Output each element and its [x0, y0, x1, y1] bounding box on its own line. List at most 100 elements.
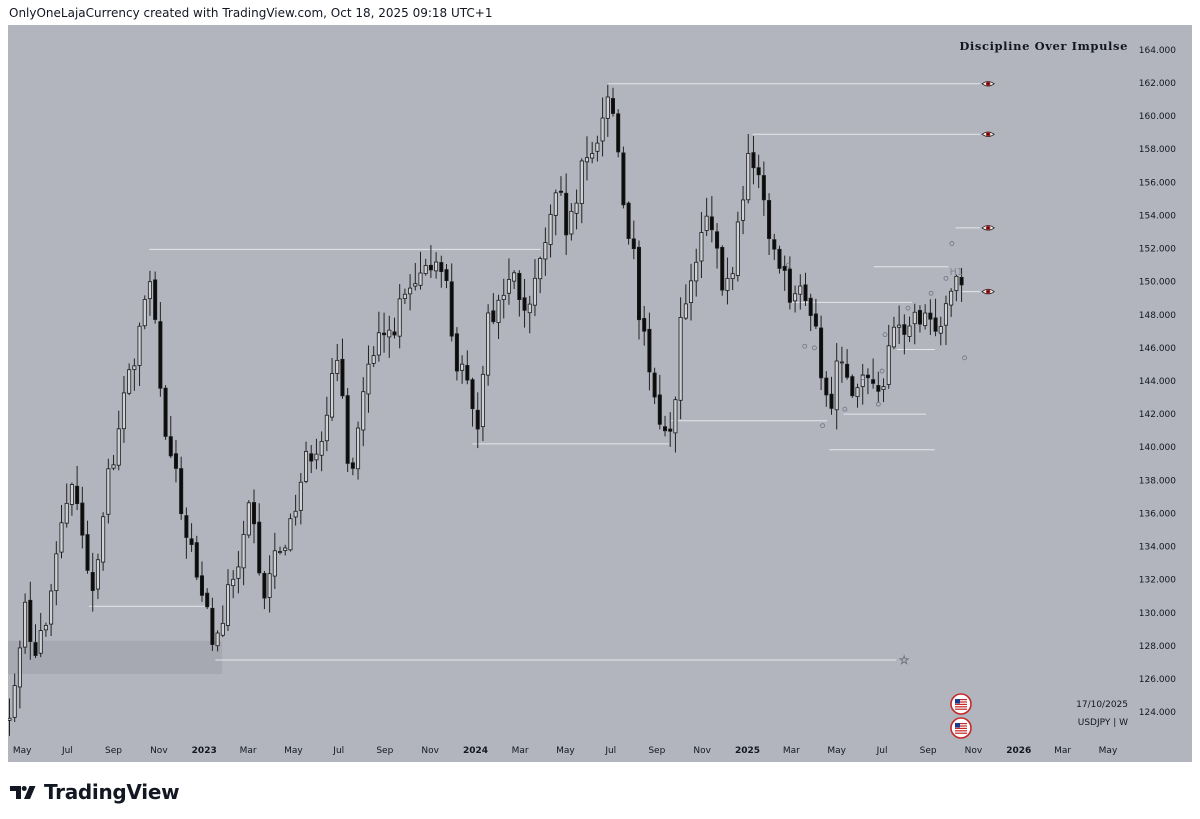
candle[interactable] [501, 278, 506, 319]
candle[interactable] [902, 314, 907, 355]
us-flag-icon[interactable] [950, 717, 972, 739]
candle[interactable] [454, 327, 459, 381]
candle[interactable] [683, 284, 688, 320]
candle[interactable] [231, 570, 236, 599]
candle[interactable] [865, 368, 870, 395]
candle[interactable] [38, 612, 43, 658]
candle[interactable] [860, 364, 865, 405]
candle[interactable] [49, 583, 54, 636]
candle[interactable] [434, 252, 439, 279]
candle[interactable] [376, 311, 381, 362]
candle[interactable] [642, 305, 647, 346]
candle[interactable] [236, 550, 241, 594]
candle[interactable] [251, 489, 257, 544]
candle[interactable] [371, 346, 376, 368]
candle[interactable] [460, 355, 465, 384]
candle[interactable] [69, 482, 74, 516]
candle[interactable] [829, 376, 834, 415]
candle[interactable] [486, 304, 491, 386]
candle[interactable] [17, 640, 22, 709]
candle[interactable] [392, 317, 397, 339]
candle[interactable] [912, 303, 917, 345]
candle[interactable] [725, 257, 730, 305]
candle[interactable] [933, 298, 938, 337]
candle[interactable] [309, 445, 314, 474]
candle[interactable] [304, 441, 309, 484]
candle[interactable] [605, 84, 610, 137]
candle[interactable] [756, 154, 761, 189]
candle[interactable] [881, 378, 886, 403]
candle[interactable] [709, 196, 714, 243]
candle[interactable] [777, 245, 782, 274]
candle[interactable] [127, 363, 132, 396]
candle[interactable] [345, 388, 350, 472]
candle[interactable] [793, 285, 798, 313]
candle[interactable] [189, 523, 194, 552]
candle[interactable] [8, 698, 12, 736]
candle[interactable] [262, 571, 267, 610]
candle[interactable] [657, 374, 662, 430]
candle[interactable] [923, 304, 928, 330]
candle[interactable] [298, 472, 303, 525]
candle[interactable] [959, 267, 964, 302]
candle[interactable] [548, 204, 553, 258]
candle[interactable] [80, 486, 85, 549]
candle[interactable] [871, 358, 876, 389]
candle[interactable] [772, 233, 777, 261]
candle[interactable] [527, 295, 532, 334]
candle[interactable] [543, 227, 548, 276]
candle[interactable] [569, 203, 574, 241]
candle[interactable] [480, 365, 485, 442]
candle[interactable] [819, 315, 824, 391]
candle[interactable] [876, 371, 881, 402]
candle[interactable] [938, 316, 943, 346]
chart-area[interactable]: ☆ 124.000 126.000 128.000 130.000 132.000 134… [8, 25, 1192, 762]
candle[interactable] [64, 483, 69, 528]
candle[interactable] [241, 520, 246, 586]
candle[interactable] [610, 87, 616, 117]
candle[interactable] [886, 324, 891, 389]
candle[interactable] [689, 263, 694, 321]
candle[interactable] [319, 431, 324, 472]
candle[interactable] [366, 345, 371, 413]
candle[interactable] [142, 295, 147, 330]
candle[interactable] [220, 605, 225, 638]
candle[interactable] [153, 271, 158, 324]
candle[interactable] [397, 284, 402, 349]
candle[interactable] [917, 305, 922, 333]
candle[interactable] [512, 270, 517, 289]
candle[interactable] [246, 500, 251, 539]
candle[interactable] [704, 197, 709, 236]
candle[interactable] [590, 141, 595, 164]
candle[interactable] [891, 316, 896, 350]
candle[interactable] [215, 630, 220, 652]
candle[interactable] [257, 503, 262, 576]
tradingview-logo[interactable]: TradingView [10, 780, 180, 804]
candle[interactable] [631, 220, 636, 260]
candle[interactable] [647, 312, 652, 391]
candle[interactable] [735, 211, 740, 282]
candle[interactable] [210, 597, 215, 651]
candle[interactable] [621, 146, 626, 209]
candle[interactable] [444, 264, 449, 289]
candle[interactable] [439, 255, 444, 288]
candle[interactable] [267, 555, 272, 613]
candle[interactable] [470, 377, 475, 427]
candle[interactable] [340, 338, 345, 399]
candle[interactable] [225, 569, 231, 631]
candle[interactable] [506, 258, 511, 305]
candle[interactable] [808, 293, 813, 332]
candle[interactable] [673, 396, 678, 453]
candle[interactable] [741, 185, 746, 235]
candle[interactable] [382, 312, 387, 353]
candle[interactable] [387, 315, 392, 358]
candle[interactable] [897, 305, 902, 345]
candle[interactable] [496, 294, 501, 340]
candle[interactable] [28, 581, 33, 660]
candle[interactable] [943, 295, 948, 346]
candle[interactable] [553, 189, 558, 236]
candle[interactable] [491, 293, 496, 325]
candle[interactable] [845, 349, 850, 380]
candlestick-chart[interactable]: ☆ 124.000 126.000 128.000 130.000 132.000 134… [8, 25, 1192, 762]
candle[interactable] [517, 270, 522, 317]
